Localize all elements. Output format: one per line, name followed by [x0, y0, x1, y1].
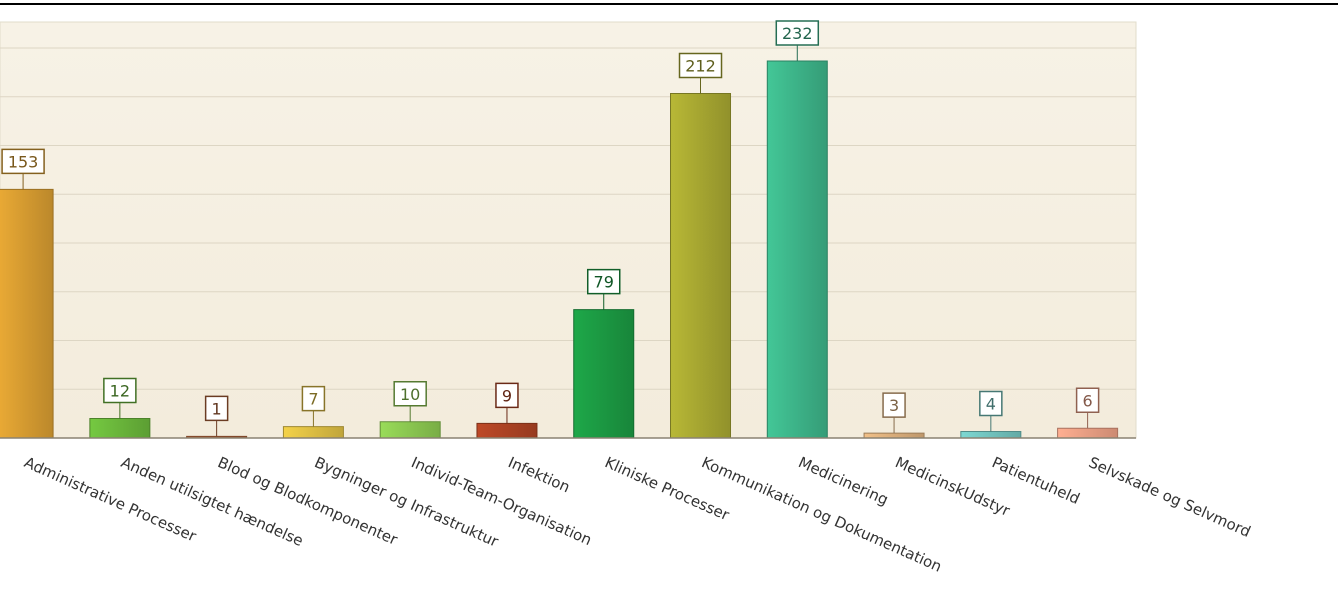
bar [670, 93, 732, 439]
data-label: 232 [782, 24, 813, 43]
x-tick-label: Blod og Blodkomponenter [215, 453, 401, 549]
data-label: 1 [212, 399, 222, 418]
label-box [586, 268, 621, 295]
label-box [204, 395, 229, 422]
bar [282, 426, 344, 439]
data-label: 7 [308, 390, 318, 409]
data-label: 4 [986, 395, 996, 414]
x-tick-label: Bygninger og Infrastruktur [312, 453, 502, 551]
bar [379, 421, 441, 439]
data-label: 6 [1083, 391, 1093, 410]
label-box [495, 382, 519, 409]
label-box [1075, 387, 1100, 413]
label-box [103, 377, 137, 404]
data-label: 153 [8, 152, 39, 171]
label-box [678, 52, 723, 79]
x-tick-label: Administrative Processer [21, 453, 199, 546]
bar [766, 60, 828, 439]
bar [573, 309, 635, 439]
bar [1057, 427, 1119, 439]
x-tick-label: Individ-Team-Organisation [409, 453, 595, 549]
data-label: 212 [685, 57, 716, 76]
label-box [979, 390, 1003, 417]
x-tick-label: Selvskade og Selvmord [1086, 453, 1253, 541]
bar [960, 431, 1022, 439]
data-label: 9 [502, 386, 512, 405]
x-tick-label: Infektion [505, 453, 572, 496]
bar [476, 422, 538, 439]
bar [0, 188, 54, 439]
x-tick-label: Anden utilsigtet hændelse [118, 453, 306, 550]
label-box [775, 20, 820, 46]
data-label: 79 [594, 273, 614, 292]
plot-area [0, 21, 1137, 439]
label-box [1, 148, 45, 175]
bar [89, 418, 151, 439]
label-box [301, 385, 326, 412]
label-box [393, 381, 427, 407]
data-label: 3 [889, 396, 899, 415]
data-label: 12 [110, 382, 130, 401]
data-label: 10 [400, 385, 420, 404]
label-box [882, 392, 906, 418]
